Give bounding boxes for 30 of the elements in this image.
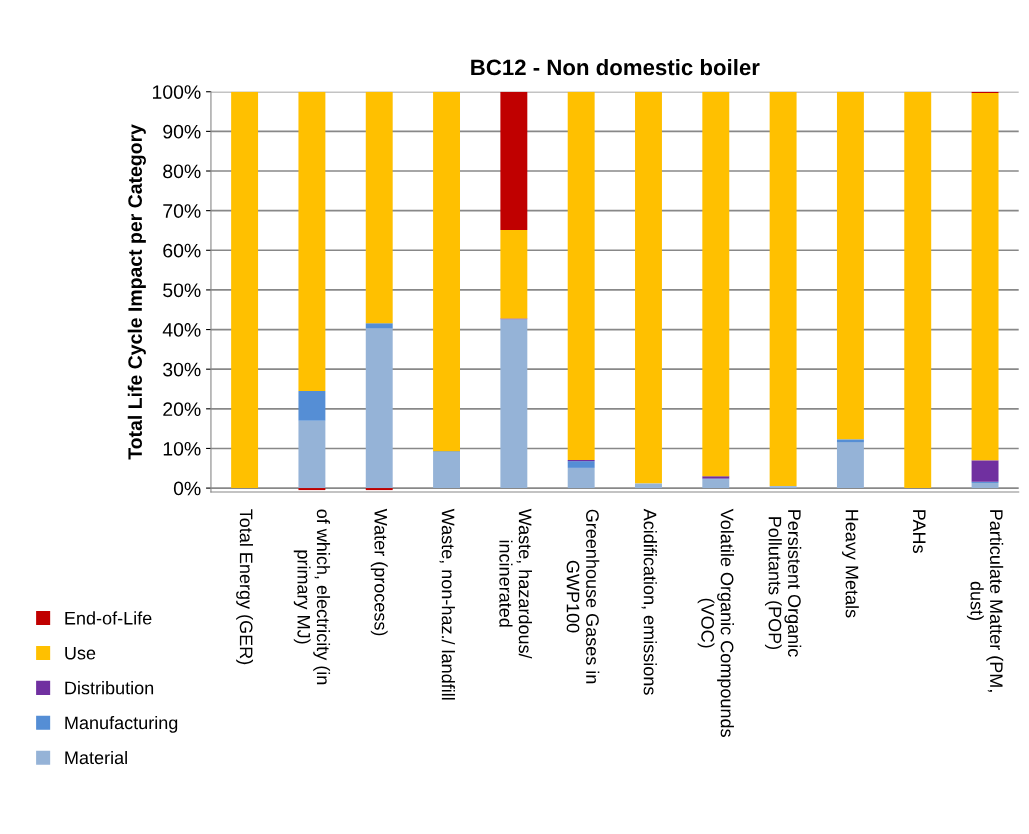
legend-label: Material	[65, 750, 127, 765]
y-tick-label: 50%	[163, 283, 201, 298]
y-tick-label: 10%	[163, 441, 201, 456]
x-tick-label: Acidification, emissions	[641, 508, 657, 695]
x-tick-label: Water (process)	[370, 508, 388, 636]
y-tick-label: 100%	[152, 85, 201, 99]
x-tick-label: Volatile Organic Compounds (VOC)	[697, 508, 734, 737]
x-tick-label: of which, electricity (in primary MJ)	[293, 509, 331, 685]
x-tick-label: Total Energy (GER)	[236, 509, 254, 665]
y-tick-label: 90%	[163, 124, 201, 139]
legend-label: End-of-Life	[65, 611, 152, 625]
y-tick-label: 40%	[162, 323, 201, 337]
legend-label: Distribution	[65, 681, 154, 695]
y-tick-label: 60%	[163, 243, 201, 258]
y-tick-label: 70%	[163, 204, 201, 218]
x-tick-label: Waste, hazardous/ incinerated	[499, 508, 532, 659]
x-tick-label: Particulate Matter (PM, dust)	[966, 510, 1004, 692]
legend-label: Use	[65, 646, 96, 660]
y-tick-label: 20%	[163, 402, 201, 417]
chart-title: BC12 - Non domestic boiler	[471, 58, 760, 76]
y-tick-label: 0%	[173, 481, 201, 496]
y-tick-label: 80%	[163, 164, 201, 179]
x-tick-label: Greenhouse Gases in GWP100	[566, 509, 600, 684]
x-tick-label: Waste, non-haz./ landfill	[439, 508, 455, 700]
legend-label: Manufacturing	[65, 715, 178, 733]
y-tick-label: 30%	[163, 362, 201, 377]
x-tick-label: Heavy Metals	[842, 510, 859, 618]
x-tick-label: Persistent Organic Pollutants (POP)	[764, 510, 802, 657]
y-axis-title: Total Life Cycle Impact per Category	[127, 124, 146, 460]
x-tick-label: PAHs	[912, 510, 926, 553]
